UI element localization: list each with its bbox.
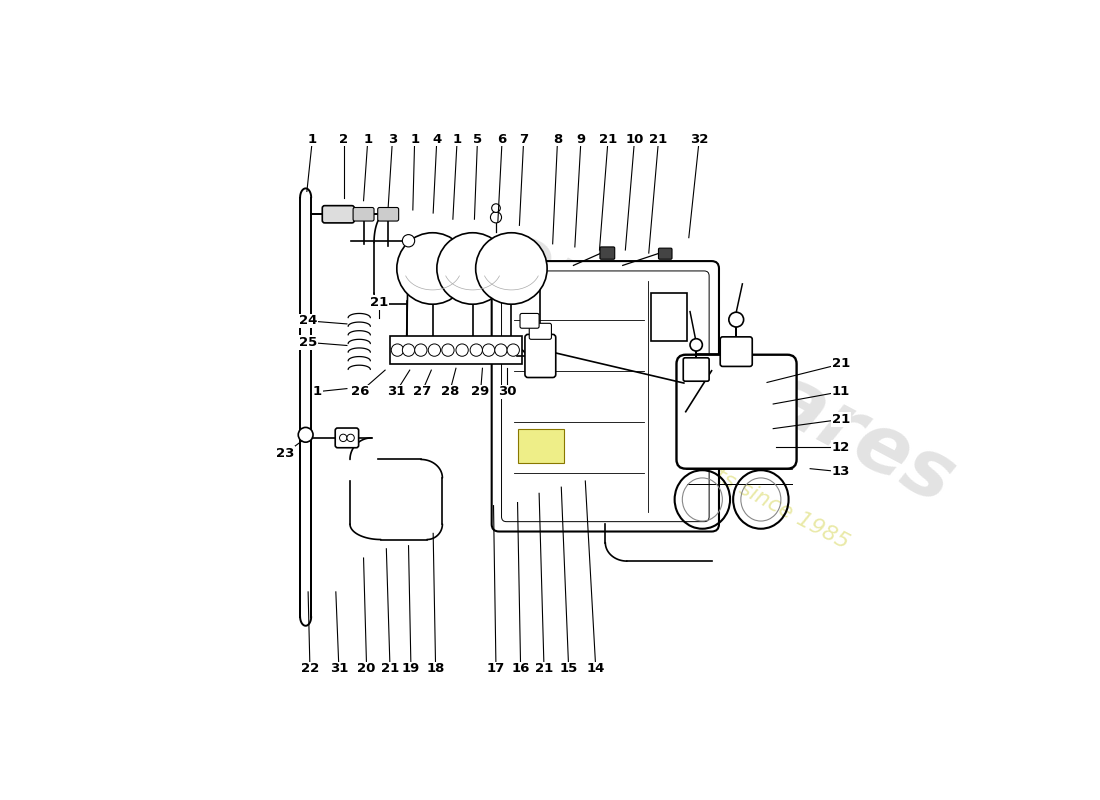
Circle shape bbox=[483, 344, 495, 356]
Text: 25: 25 bbox=[299, 336, 317, 349]
Text: 15: 15 bbox=[560, 662, 578, 675]
Text: 31: 31 bbox=[330, 662, 348, 675]
FancyBboxPatch shape bbox=[377, 207, 398, 221]
Circle shape bbox=[495, 344, 507, 356]
Text: 19: 19 bbox=[402, 662, 420, 675]
FancyBboxPatch shape bbox=[683, 358, 710, 382]
Text: 6: 6 bbox=[497, 133, 507, 146]
Circle shape bbox=[298, 427, 314, 442]
Text: 20: 20 bbox=[358, 662, 376, 675]
Circle shape bbox=[729, 312, 744, 327]
FancyBboxPatch shape bbox=[492, 261, 719, 531]
Circle shape bbox=[392, 344, 404, 356]
Text: 27: 27 bbox=[412, 385, 431, 398]
Circle shape bbox=[491, 212, 502, 223]
Text: 1: 1 bbox=[308, 133, 317, 146]
Circle shape bbox=[397, 233, 469, 304]
Circle shape bbox=[346, 434, 354, 442]
Text: 4: 4 bbox=[432, 133, 441, 146]
Circle shape bbox=[690, 338, 702, 351]
Circle shape bbox=[492, 204, 500, 213]
Text: 17: 17 bbox=[487, 662, 505, 675]
Text: 12: 12 bbox=[832, 441, 850, 454]
Text: 31: 31 bbox=[387, 385, 406, 398]
Text: 29: 29 bbox=[472, 385, 490, 398]
FancyBboxPatch shape bbox=[525, 334, 556, 378]
FancyBboxPatch shape bbox=[322, 206, 354, 223]
Bar bbox=[390, 336, 522, 364]
Circle shape bbox=[437, 233, 508, 304]
Text: 1: 1 bbox=[363, 133, 373, 146]
Text: 21: 21 bbox=[600, 133, 617, 146]
Text: 30: 30 bbox=[498, 385, 516, 398]
Text: 28: 28 bbox=[441, 385, 459, 398]
Text: 16: 16 bbox=[512, 662, 530, 675]
Circle shape bbox=[442, 344, 454, 356]
Circle shape bbox=[340, 434, 346, 442]
Text: 1: 1 bbox=[312, 385, 322, 398]
Text: 3: 3 bbox=[388, 133, 397, 146]
Text: 21: 21 bbox=[370, 296, 388, 309]
Text: 11: 11 bbox=[832, 385, 850, 398]
Text: 18: 18 bbox=[427, 662, 444, 675]
Text: 21: 21 bbox=[832, 358, 850, 370]
Circle shape bbox=[455, 344, 469, 356]
Text: a passion for parts since 1985: a passion for parts since 1985 bbox=[546, 378, 852, 554]
Text: 23: 23 bbox=[276, 446, 295, 460]
Circle shape bbox=[428, 344, 440, 356]
Text: 21: 21 bbox=[832, 413, 850, 426]
Circle shape bbox=[475, 233, 547, 304]
FancyBboxPatch shape bbox=[502, 271, 710, 522]
FancyBboxPatch shape bbox=[600, 247, 615, 259]
Text: 10: 10 bbox=[626, 133, 644, 146]
Circle shape bbox=[415, 344, 427, 356]
Text: 1: 1 bbox=[452, 133, 462, 146]
Circle shape bbox=[470, 344, 483, 356]
FancyBboxPatch shape bbox=[651, 293, 688, 342]
Text: 1: 1 bbox=[410, 133, 419, 146]
Text: 24: 24 bbox=[299, 314, 317, 327]
Text: 22: 22 bbox=[300, 662, 319, 675]
FancyBboxPatch shape bbox=[336, 428, 359, 448]
FancyBboxPatch shape bbox=[529, 323, 551, 339]
FancyBboxPatch shape bbox=[353, 207, 374, 221]
Circle shape bbox=[403, 344, 415, 356]
Bar bbox=[517, 429, 563, 462]
Text: 2: 2 bbox=[339, 133, 349, 146]
Text: 21: 21 bbox=[381, 662, 399, 675]
Text: 7: 7 bbox=[519, 133, 528, 146]
Text: 9: 9 bbox=[576, 133, 585, 146]
Text: 26: 26 bbox=[351, 385, 370, 398]
Circle shape bbox=[507, 344, 519, 356]
Text: 32: 32 bbox=[690, 133, 708, 146]
Text: 21: 21 bbox=[535, 662, 553, 675]
FancyBboxPatch shape bbox=[520, 314, 539, 328]
FancyBboxPatch shape bbox=[676, 354, 796, 469]
Circle shape bbox=[403, 234, 415, 247]
Text: 21: 21 bbox=[649, 133, 668, 146]
Text: eurospares: eurospares bbox=[481, 213, 967, 521]
FancyBboxPatch shape bbox=[720, 337, 752, 366]
Text: 5: 5 bbox=[473, 133, 482, 146]
Text: 14: 14 bbox=[586, 662, 605, 675]
FancyBboxPatch shape bbox=[659, 248, 672, 259]
Text: 8: 8 bbox=[553, 133, 562, 146]
Text: 13: 13 bbox=[832, 466, 850, 478]
